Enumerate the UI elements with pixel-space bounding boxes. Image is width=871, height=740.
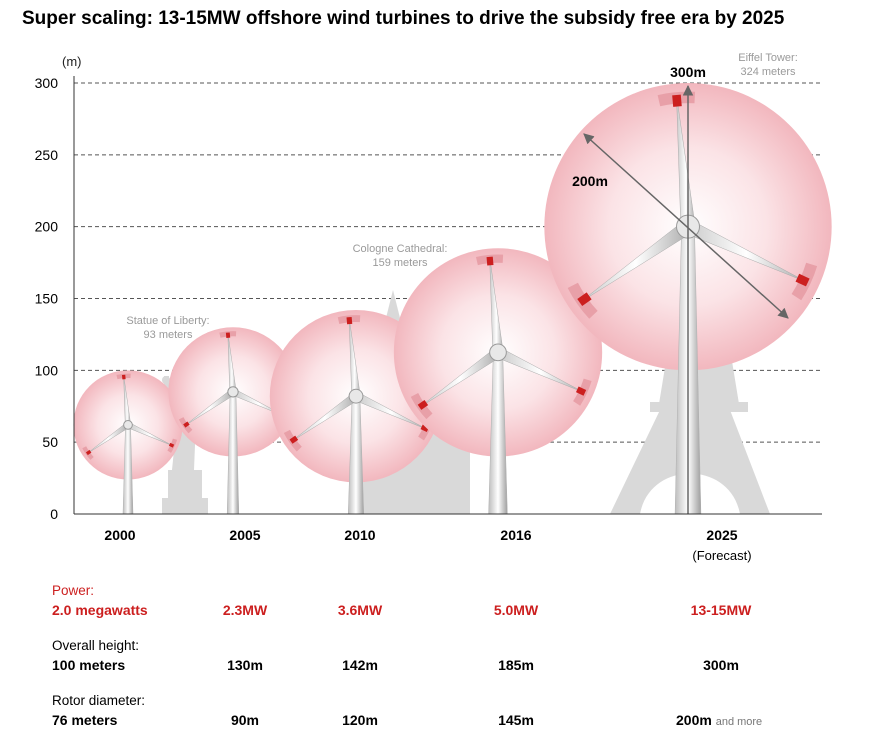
power-label: Power: [52, 583, 95, 598]
y-tick-label: 200 [35, 219, 59, 235]
chart-area: (m) 0 50 100 150 200 250 300 Statue of Liberty… [35, 52, 832, 563]
blade-tip [183, 421, 190, 428]
rotor-value-2005: 90m [230, 712, 260, 728]
x-tick-label: 2010 [344, 527, 375, 543]
y-tick-label: 150 [35, 291, 59, 307]
blade-tip [486, 256, 494, 266]
rotor-value-2010: 120m [342, 712, 378, 728]
landmark-sub-eiffel: 324 meters [740, 66, 796, 78]
blade-tip [289, 435, 299, 444]
diameter-annotation: 200m [572, 173, 608, 189]
blade-tip [795, 273, 810, 287]
x-tick-label: 2016 [500, 527, 531, 543]
y-tick-label: 50 [42, 434, 58, 450]
y-tick-label: 300 [35, 75, 59, 91]
rotor-label: Rotor diameter: [52, 693, 146, 708]
height-annotation: 300m [670, 64, 706, 80]
landmark-label-liberty: Statue of Liberty: [126, 315, 209, 327]
landmark-label-cologne: Cologne Cathedral: [353, 243, 448, 255]
height-label: Overall height: [52, 638, 140, 653]
blade-tip [346, 316, 353, 325]
x-tick-label: 2025 [706, 527, 737, 543]
y-tick-label: 100 [35, 362, 59, 378]
blade-tip [575, 386, 587, 396]
height-value-2010: 142m [342, 657, 378, 673]
x-tick-labels: 2000 2005 2010 2016 2025 [104, 527, 737, 543]
y-tick-labels: 0 50 100 150 200 250 300 [35, 75, 59, 522]
hub [227, 386, 239, 398]
rotor-suffix: and more [715, 716, 763, 728]
dimension-arrows: 300m 200m [572, 64, 789, 514]
power-value-2025: 13-15MW [690, 602, 752, 618]
height-value-2000: 100 meters [52, 657, 126, 673]
diameter-arrow [583, 133, 789, 319]
landmark-label-eiffel: Eiffel Tower: [738, 52, 798, 64]
hub [123, 420, 133, 430]
rotor-value-2025: 200m and more [676, 712, 762, 728]
height-value-2005: 130m [227, 657, 263, 673]
blade-tip [85, 449, 92, 456]
height-value-2025: 300m [703, 657, 739, 673]
height-value-2016: 185m [498, 657, 534, 673]
landmark-sub-cologne: 159 meters [372, 257, 428, 269]
blade-tip [168, 442, 175, 448]
power-value-2010: 3.6MW [337, 602, 383, 618]
rotor-value-2025-text: 200m [676, 712, 712, 728]
power-value-2005: 2.3MW [222, 602, 268, 618]
rotor-value-2016: 145m [498, 712, 534, 728]
turbine-2000 [73, 370, 183, 515]
turbine-2016 [393, 248, 603, 515]
landmark-sub-liberty: 93 meters [144, 329, 193, 341]
y-unit-label: (m) [62, 54, 82, 69]
x-tick-label: 2005 [229, 527, 260, 543]
y-tick-label: 0 [50, 506, 58, 522]
power-value-2000: 2.0 megawatts [52, 602, 148, 618]
blade-tip [672, 94, 682, 107]
forecast-note: (Forecast) [692, 548, 751, 563]
x-tick-label: 2000 [104, 527, 135, 543]
hub [489, 343, 507, 362]
chart-title: Super scaling: 13-15MW offshore wind tur… [22, 8, 785, 29]
blade-tip [417, 399, 429, 410]
power-value-2016: 5.0MW [493, 602, 539, 618]
turbine-2005 [168, 327, 298, 515]
hub [348, 388, 364, 404]
blade-tip [577, 292, 592, 307]
y-tick-label: 250 [35, 147, 59, 163]
blade-tip [420, 424, 429, 433]
rotor-value-2000: 76 meters [52, 712, 118, 728]
landmark-labels: Statue of Liberty: 93 meters Cologne Cat… [126, 52, 797, 341]
